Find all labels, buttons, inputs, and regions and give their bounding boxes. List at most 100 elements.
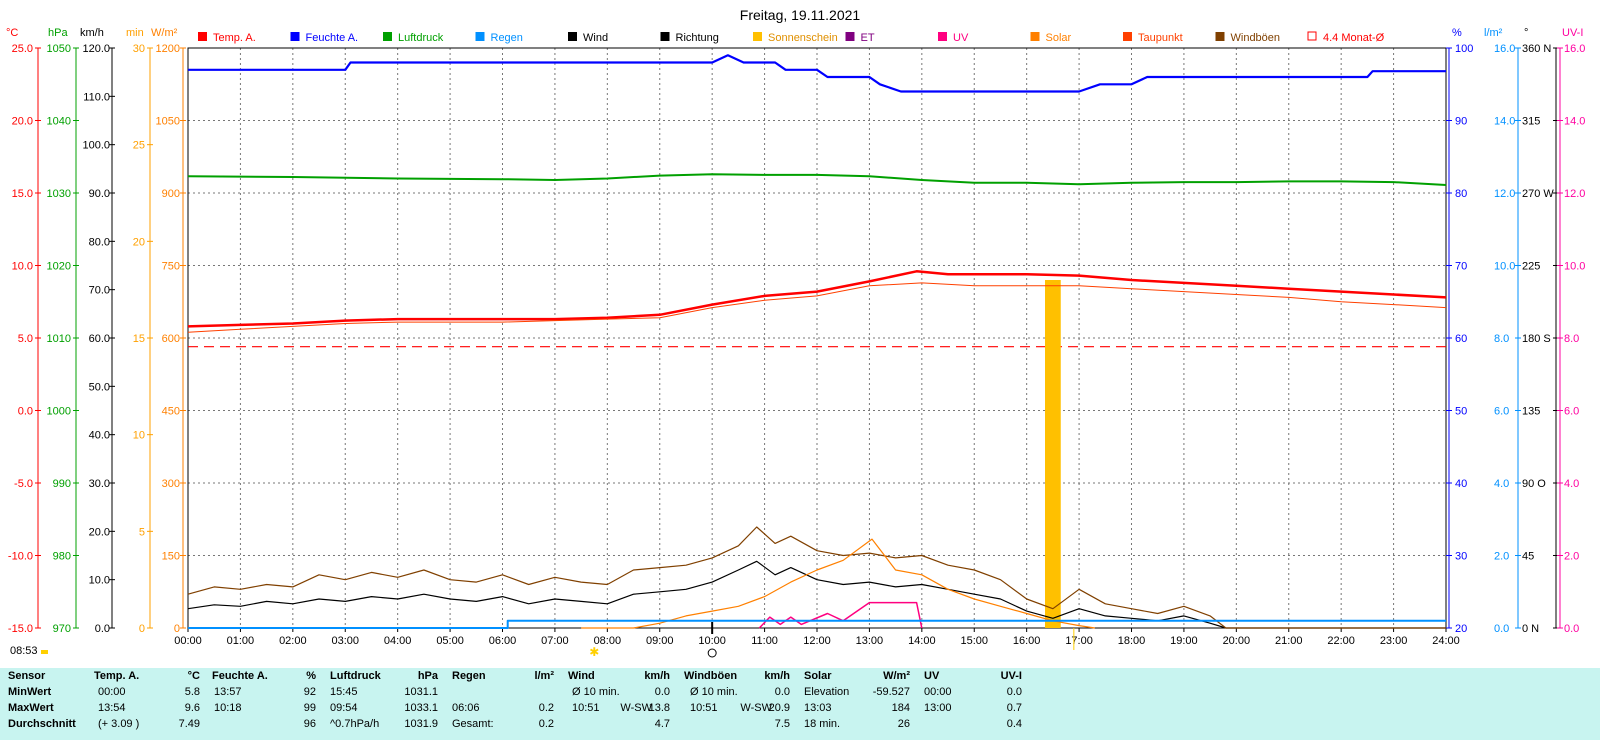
legend-swatch [660,32,670,41]
direction-axis-tick-label: 315 [1522,116,1540,128]
temp-axis-tick-label: 10.0 [12,261,33,273]
solar-axis-unit: W/m² [151,27,178,39]
time-tick-label: 19:00 [1170,635,1198,647]
stats-header-hum-unit: % [306,670,316,682]
legend-label: ET [861,32,875,44]
stats-cell-press-val: 1031.9 [404,718,438,730]
sunrise-marker: ✱ [589,645,599,659]
stats-cell-wind-val: 0.0 [654,686,670,698]
stats-header-gust-unit: km/h [764,670,790,682]
temp-axis-tick-label: 15.0 [12,188,33,200]
legend-swatch [475,32,485,41]
legend-swatch [1307,31,1317,41]
time-tick-label: 24:00 [1432,635,1460,647]
stats-header-uv: UV [924,670,940,682]
temp-axis-tick-label: 25.0 [12,43,33,55]
legend-swatch [383,32,392,41]
legend-label: Regen [491,32,523,44]
wind-axis-tick-label: 110.0 [83,91,110,103]
temp-axis-tick-label: 20.0 [12,116,33,128]
solar-axis-tick-label: 1050 [156,116,180,128]
legend-swatch [1215,32,1225,41]
time-tick-label: 21:00 [1275,635,1303,647]
legend-swatch [845,32,855,41]
time-tick-label: 06:00 [489,635,517,647]
sunshine-axis-unit: min [126,27,144,39]
humidity-axis-tick-label: 30 [1455,551,1467,563]
legend-swatch [198,32,207,41]
legend-label: Feuchte A. [306,32,359,44]
pressure-axis-tick-label: 970 [53,623,71,635]
pressure-axis-unit: hPa [48,27,68,39]
stats-cell-gust-val: 20.9 [768,702,790,714]
wind-axis-tick-label: 70.0 [89,285,110,297]
stats-panel: Sensor Temp. A. °C Feuchte A. % Luftdruc… [0,668,1600,740]
sunshine-axis-tick-label: 25 [133,140,145,152]
humidity-axis-tick-label: 60 [1455,333,1467,345]
temp-axis-tick-label: -5.0 [14,478,33,490]
humidity-axis-tick-label: 50 [1455,406,1467,418]
wind-axis-tick-label: 50.0 [89,381,110,393]
uv-axis-tick-label: 14.0 [1564,116,1585,128]
time-tick-label: 12:00 [803,635,831,647]
stats-cell-uv-val: 0.7 [1006,702,1022,714]
stats-cell-hum-time: 13:57 [214,686,242,698]
stats-cell-gust-val: 7.5 [774,718,790,730]
series-luftdruck-line [187,173,1447,186]
stats-cell-solar-val: -59.527 [872,686,910,698]
rain-axis-tick-label: 14.0 [1494,116,1515,128]
legend-swatch [290,32,300,41]
sunshine-axis-tick-label: 20 [133,236,145,248]
direction-axis-tick-label: 270 W [1522,188,1554,200]
pressure-axis-tick-label: 1010 [47,333,71,345]
uv-axis-tick-label: 2.0 [1564,551,1579,563]
legend-swatch [1030,32,1040,41]
legend-swatch [568,32,577,41]
time-tick-label: 00:00 [174,635,202,647]
stats-cell-temp-val: 7.49 [178,718,200,730]
stats-cell-rain-val: 0.2 [538,718,554,730]
time-tick-label: 03:00 [331,635,359,647]
stats-cell-rain-val: 0.2 [538,702,554,714]
stats-cell-wind-val: 13.8 [648,702,670,714]
stats-cell-uv-time: 13:00 [924,702,952,714]
moon-marker [707,648,717,658]
stats-cell-hum-time: 10:18 [214,702,242,714]
stats-header-temp-unit: °C [187,670,200,682]
time-tick-label: 22:00 [1327,635,1355,647]
stats-header-hum: Feuchte A. [212,670,268,682]
time-tick-label: 14:00 [908,635,936,647]
series-windb-en-line [187,526,1446,629]
uv-axis-tick-label: 16.0 [1564,43,1585,55]
stats-cell-temp-time: 13:54 [98,702,126,714]
timestamp-label: 08:53 [10,645,38,657]
stats-cell-press-time: ^0.7hPa/h [330,718,380,730]
series-feuchte-a--line [188,54,1446,93]
pressure-axis-tick-label: 1050 [47,43,71,55]
temp-axis-tick-label: 0.0 [18,406,33,418]
stats-cell-gust-dir: W-SW [740,702,772,714]
stats-cell-uv-val: 0.0 [1006,686,1022,698]
stats-cell-solar-time: 18 min. [804,718,841,730]
sunshine-axis-tick-label: 5 [139,526,145,538]
stats-header-gust: Windböen [684,670,738,682]
uv-axis-tick-label: 0.0 [1564,623,1579,635]
legend-label: UV [953,32,969,44]
uv-axis-tick-label: 10.0 [1564,261,1585,273]
wind-axis-unit: km/h [80,27,104,39]
wind-axis-tick-label: 10.0 [89,575,110,587]
sunshine-axis-tick-label: 15 [133,333,145,345]
stats-header-solar-unit: W/m² [883,670,910,682]
stats-header-wind-unit: km/h [644,670,670,682]
time-tick-label: 05:00 [436,635,464,647]
time-tick-label: 17:00 [1065,635,1093,647]
temp-axis-tick-label: 5.0 [18,333,33,345]
sunshine-axis-tick-label: 10 [133,430,145,442]
pressure-axis-tick-label: 1040 [47,116,71,128]
uv-axis-tick-label: 12.0 [1564,188,1585,200]
stats-cell-wind-val: 4.7 [654,718,670,730]
time-tick-label: 13:00 [856,635,884,647]
direction-axis-tick-label: 225 [1522,261,1540,273]
pressure-axis-tick-label: 980 [53,551,71,563]
wind-axis-tick-label: 90.0 [89,188,110,200]
